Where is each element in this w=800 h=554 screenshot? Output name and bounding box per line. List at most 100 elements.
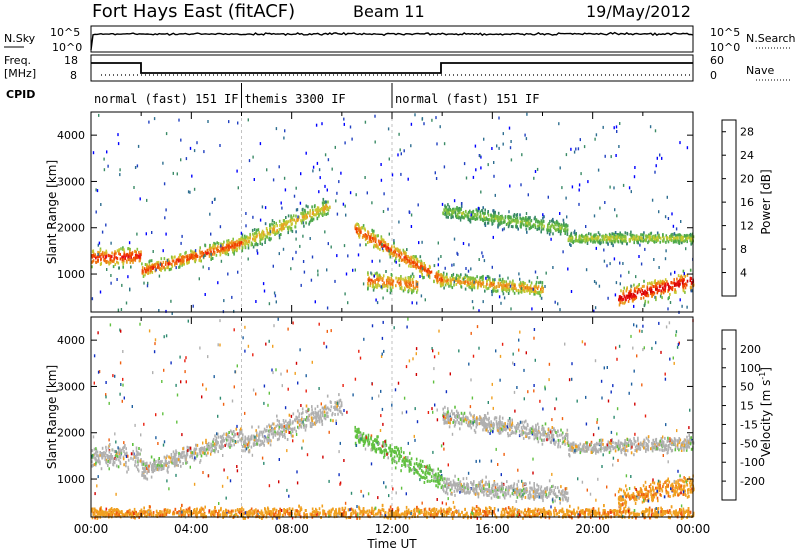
heatmap-cell [117, 308, 120, 312]
heatmap-cell [554, 429, 556, 433]
heatmap-cell [296, 208, 299, 212]
heatmap-cell [250, 435, 252, 439]
heatmap-cell [592, 240, 594, 244]
heatmap-cell [411, 291, 413, 295]
heatmap-cell [408, 461, 411, 465]
heatmap-cell [375, 450, 377, 454]
heatmap-cell [467, 214, 470, 218]
heatmap-cell [526, 288, 528, 292]
heatmap-cell [167, 262, 170, 266]
heatmap-cell [684, 286, 687, 290]
heatmap-cell [455, 282, 458, 286]
heatmap-cell [112, 460, 115, 464]
heatmap-cell [151, 470, 154, 474]
heatmap-cell [414, 255, 416, 259]
heatmap-cell [166, 466, 169, 470]
heatmap-cell [551, 223, 553, 227]
heatmap-cell [242, 449, 244, 453]
heatmap-cell [519, 277, 521, 281]
heatmap-cell [296, 416, 298, 420]
heatmap-cell [374, 234, 376, 238]
heatmap-cell [186, 445, 189, 449]
heatmap-cell [247, 118, 249, 122]
heatmap-cell [516, 213, 519, 216]
heatmap-cell [404, 250, 406, 254]
heatmap-cell [486, 279, 488, 283]
heatmap-cell [508, 126, 511, 130]
heatmap-cell [613, 233, 616, 237]
heatmap-cell [93, 447, 96, 451]
heatmap-cell [493, 285, 496, 289]
heatmap-cell [528, 436, 531, 440]
heatmap-cell [96, 459, 99, 463]
heatmap-cell [499, 429, 501, 433]
heatmap-cell [376, 278, 378, 281]
heatmap-cell [316, 415, 318, 419]
heatmap-cell [141, 262, 143, 266]
heatmap-cell [402, 289, 405, 293]
heatmap-cell [445, 275, 447, 279]
heatmap-cell [606, 235, 608, 239]
heatmap-cell [163, 462, 165, 466]
heatmap-cell [662, 236, 665, 240]
heatmap-cell [451, 274, 453, 277]
heatmap-cell [448, 209, 450, 213]
heatmap-cell [559, 439, 561, 442]
heatmap-cell [440, 255, 442, 258]
heatmap-cell [406, 260, 409, 264]
heatmap-cell [483, 285, 485, 289]
heatmap-cell [91, 255, 94, 259]
heatmap-cell [537, 285, 540, 289]
heatmap-cell [511, 424, 514, 427]
heatmap-cell [618, 296, 621, 300]
heatmap-cell [498, 274, 501, 278]
heatmap-cell [382, 443, 385, 447]
heatmap-cell [487, 211, 489, 215]
heatmap-cell [264, 206, 267, 210]
heatmap-cell [614, 231, 617, 234]
heatmap-cell [509, 422, 511, 426]
heatmap-cell [599, 206, 601, 210]
heatmap-cell [443, 209, 446, 213]
heatmap-cell [548, 232, 551, 236]
heatmap-cell [148, 260, 150, 264]
heatmap-cell [489, 425, 491, 429]
heatmap-cell [184, 458, 187, 462]
heatmap-cell [525, 218, 528, 222]
heatmap-cell [367, 271, 369, 275]
heatmap-cell [193, 458, 196, 462]
heatmap-cell [433, 479, 435, 483]
heatmap-cell [312, 422, 315, 426]
heatmap-cell [290, 214, 292, 218]
heatmap-cell [584, 240, 587, 244]
heatmap-cell [612, 244, 614, 248]
heatmap-cell [172, 450, 175, 454]
heatmap-cell [357, 223, 359, 226]
heatmap-cell [278, 419, 280, 423]
heatmap-cell [671, 285, 674, 289]
heatmap-cell [398, 277, 401, 281]
heatmap-cell [315, 123, 318, 127]
heatmap-cell [199, 255, 201, 259]
heatmap-cell [146, 266, 148, 270]
heatmap-cell [364, 234, 367, 238]
heatmap-cell [448, 284, 450, 288]
heatmap-cell [507, 292, 510, 295]
heatmap-cell [280, 425, 282, 429]
heatmap-cell [107, 459, 110, 463]
heatmap-cell [312, 169, 314, 173]
heatmap-cell [513, 213, 516, 216]
heatmap-cell [460, 207, 462, 211]
heatmap-cell [167, 258, 170, 262]
heatmap-cell [415, 262, 417, 266]
heatmap-cell [425, 475, 428, 479]
heatmap-cell [389, 449, 391, 453]
heatmap-cell [212, 245, 214, 249]
heatmap-cell [491, 265, 493, 269]
heatmap-cell [675, 238, 677, 241]
heatmap-cell [408, 210, 410, 214]
heatmap-cell [659, 153, 661, 157]
heatmap-cell [391, 458, 393, 462]
heatmap-cell [640, 239, 642, 243]
heatmap-cell [309, 421, 312, 425]
